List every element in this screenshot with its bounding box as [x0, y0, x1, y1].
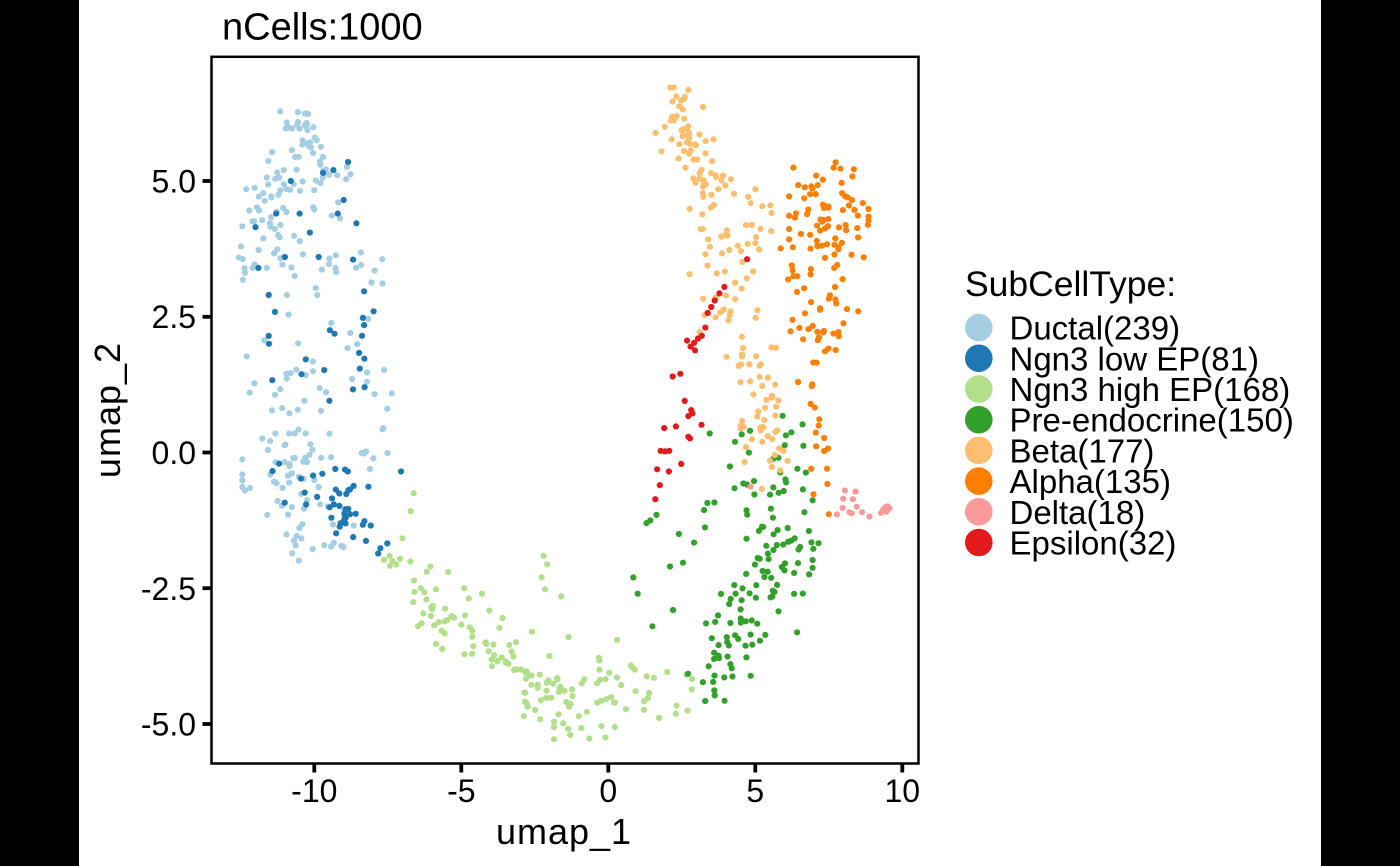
svg-text:-2.5: -2.5 — [141, 571, 196, 607]
svg-text:Delta(18): Delta(18) — [1010, 494, 1146, 531]
svg-text:5: 5 — [746, 773, 764, 809]
svg-text:Ductal(239): Ductal(239) — [1010, 310, 1181, 347]
svg-text:Ngn3 low EP(81): Ngn3 low EP(81) — [1010, 340, 1259, 377]
svg-text:-10: -10 — [291, 773, 337, 809]
svg-text:-5.0: -5.0 — [141, 707, 196, 743]
svg-text:Beta(177): Beta(177) — [1010, 432, 1155, 469]
svg-text:0.0: 0.0 — [152, 435, 196, 471]
svg-text:0: 0 — [599, 773, 617, 809]
svg-text:SubCellType:: SubCellType: — [965, 264, 1176, 304]
svg-text:umap_1: umap_1 — [496, 811, 632, 852]
svg-text:nCells:1000: nCells:1000 — [222, 7, 423, 49]
svg-text:5.0: 5.0 — [152, 164, 196, 200]
svg-text:Alpha(135): Alpha(135) — [1010, 463, 1171, 500]
svg-text:Ngn3 high EP(168): Ngn3 high EP(168) — [1010, 371, 1291, 408]
svg-text:-5: -5 — [447, 773, 475, 809]
svg-text:2.5: 2.5 — [152, 299, 196, 335]
svg-text:Pre-endocrine(150): Pre-endocrine(150) — [1010, 402, 1294, 439]
svg-text:umap_2: umap_2 — [87, 342, 128, 478]
svg-text:10: 10 — [885, 773, 921, 809]
svg-text:Epsilon(32): Epsilon(32) — [1010, 525, 1177, 562]
